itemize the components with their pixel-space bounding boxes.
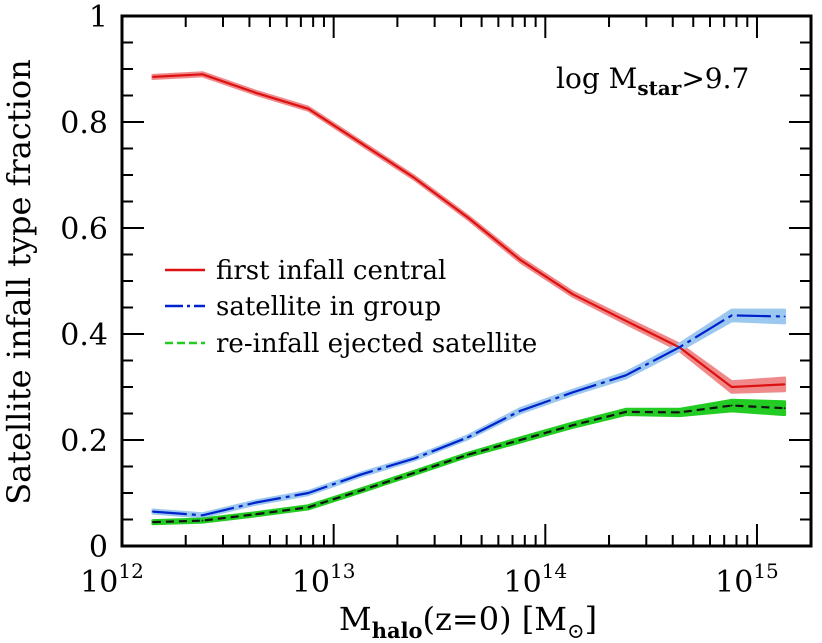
data-point bbox=[255, 501, 257, 504]
data-point bbox=[466, 436, 469, 439]
data-point bbox=[572, 293, 574, 296]
data-point bbox=[730, 386, 733, 388]
x-label-sun: ⊙ bbox=[567, 619, 585, 643]
data-point bbox=[307, 506, 310, 509]
x-label-rest: (z=0) [M bbox=[423, 600, 567, 638]
x-tick-base: 10 bbox=[80, 565, 118, 600]
legend-label-first-infall-central: first infall central bbox=[216, 256, 446, 286]
data-point bbox=[783, 383, 786, 386]
x-tick-base: 10 bbox=[503, 565, 541, 600]
data-point bbox=[466, 453, 469, 456]
data-point bbox=[413, 457, 415, 460]
data-point bbox=[152, 521, 154, 523]
y-axis-label: Satellite infall type fraction bbox=[0, 59, 38, 505]
data-point bbox=[466, 216, 469, 219]
y-tick-label: 0.2 bbox=[60, 424, 108, 459]
x-tick-exponent: 15 bbox=[753, 559, 778, 583]
y-tick-label: 0.8 bbox=[60, 106, 108, 141]
annotation-main: log M bbox=[556, 62, 637, 95]
data-point bbox=[307, 107, 310, 110]
x-tick-label: 1013 bbox=[292, 559, 356, 600]
data-point bbox=[783, 407, 786, 410]
legend-label-re-infall-ejected-satellite: re-infall ejected satellite bbox=[216, 329, 537, 359]
data-point bbox=[519, 439, 521, 441]
x-label-main: M bbox=[339, 600, 372, 638]
data-point bbox=[678, 346, 681, 349]
x-tick-label: 1015 bbox=[715, 559, 779, 600]
data-point bbox=[255, 513, 257, 516]
x-tick-base: 10 bbox=[292, 565, 330, 600]
data-point bbox=[624, 319, 627, 322]
data-point bbox=[360, 489, 363, 492]
axis-ticks bbox=[121, 15, 811, 547]
y-tick-label: 1 bbox=[89, 0, 108, 35]
data-point bbox=[360, 142, 363, 145]
x-label-end: ] bbox=[585, 600, 597, 638]
data-point bbox=[255, 92, 257, 94]
x-tick-label: 1012 bbox=[80, 559, 144, 600]
error-band-2 bbox=[151, 398, 787, 526]
data-point bbox=[730, 314, 733, 317]
x-axis-label: Mhalo(z=0) [M⊙] bbox=[339, 600, 597, 643]
data-point bbox=[624, 374, 627, 377]
data-point bbox=[413, 472, 415, 474]
data-point bbox=[519, 410, 521, 412]
x-tick-exponent: 12 bbox=[118, 559, 143, 583]
data-point bbox=[519, 258, 521, 261]
series-lines bbox=[152, 73, 786, 524]
y-tick-label: 0 bbox=[89, 530, 108, 565]
x-label-sub: halo bbox=[372, 618, 423, 643]
data-point bbox=[572, 391, 574, 394]
data-point bbox=[730, 404, 733, 407]
mass-cut-annotation: log Mstar>9.7 bbox=[556, 62, 749, 100]
data-point bbox=[678, 411, 681, 414]
legend-label-satellite-in-group: satellite in group bbox=[216, 292, 441, 322]
y-tick-label: 0.6 bbox=[60, 212, 108, 247]
data-point bbox=[360, 473, 363, 476]
data-point bbox=[624, 411, 627, 413]
error-bands bbox=[151, 71, 787, 526]
x-tick-exponent: 13 bbox=[330, 559, 355, 583]
legend: first infall central satellite in group … bbox=[165, 256, 537, 359]
y-tick-label: 0.4 bbox=[60, 318, 108, 353]
data-point bbox=[783, 315, 786, 318]
data-point bbox=[201, 514, 204, 517]
data-point bbox=[152, 76, 154, 78]
error-band-1 bbox=[151, 308, 787, 519]
x-tick-base: 10 bbox=[715, 565, 753, 600]
data-point bbox=[307, 492, 310, 494]
annotation-sub: star bbox=[637, 76, 681, 100]
data-point bbox=[201, 519, 204, 522]
annotation-rest: >9.7 bbox=[681, 62, 749, 95]
data-point bbox=[413, 176, 415, 179]
data-point bbox=[201, 73, 204, 76]
x-tick-label: 1014 bbox=[503, 559, 567, 600]
data-point bbox=[572, 424, 574, 427]
error-band-0 bbox=[151, 71, 787, 394]
data-point bbox=[152, 510, 154, 513]
x-tick-exponent: 14 bbox=[542, 559, 567, 583]
